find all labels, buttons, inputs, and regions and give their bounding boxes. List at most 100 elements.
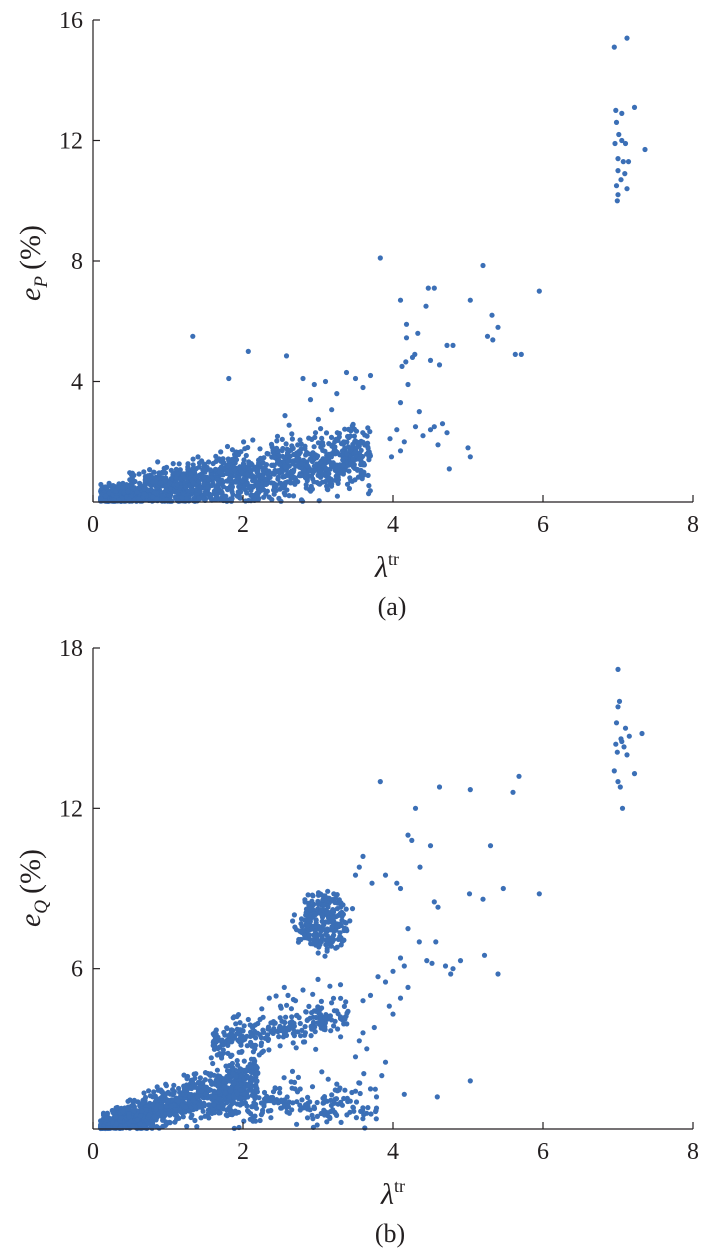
scatter-point	[241, 457, 247, 463]
scatter-point	[338, 469, 344, 476]
scatter-point	[237, 1020, 243, 1026]
y-tick-label: 12	[59, 129, 83, 155]
scatter-point	[340, 462, 346, 468]
scatter-point	[315, 976, 321, 983]
scatter-point	[184, 1076, 190, 1082]
scatter-point	[196, 495, 202, 501]
scatter-point	[299, 1097, 305, 1103]
scatter-point	[188, 1114, 194, 1121]
scatter-point	[622, 140, 629, 147]
scatter-point	[315, 1005, 321, 1011]
scatter-point	[224, 468, 230, 475]
scatter-point	[448, 971, 454, 977]
x-axis-label-sup-b: tr	[394, 1176, 405, 1196]
scatter-point	[334, 430, 340, 436]
scatter-point	[143, 1107, 149, 1113]
scatter-point	[321, 471, 327, 477]
scatter-point	[275, 476, 281, 482]
scatter-point	[283, 1014, 289, 1020]
scatter-point	[297, 449, 303, 455]
scatter-point	[283, 353, 290, 359]
scatter-point	[306, 451, 312, 457]
scatter-point	[334, 391, 340, 397]
scatter-point	[233, 1110, 239, 1116]
scatter-point	[286, 422, 292, 428]
scatter-point	[283, 1032, 290, 1038]
scatter-point	[182, 1104, 189, 1110]
scatter-point	[207, 491, 213, 497]
scatter-point	[291, 1023, 297, 1029]
scatter-point	[290, 461, 296, 467]
scatter-point	[312, 434, 318, 440]
y-tick-label: 18	[59, 636, 83, 662]
scatter-point	[194, 1124, 200, 1130]
scatter-point	[625, 159, 632, 165]
scatter-point	[346, 426, 352, 432]
scatter-point	[248, 487, 254, 493]
scatter-point	[105, 1125, 111, 1131]
scatter-point	[615, 156, 621, 162]
scatter-point	[240, 1028, 246, 1034]
scatter-point	[310, 1116, 316, 1122]
scatter-point	[624, 35, 630, 41]
scatter-point	[285, 992, 291, 999]
scatter-point	[295, 1074, 301, 1080]
scatter-point	[258, 1042, 264, 1048]
scatter-point	[329, 1000, 335, 1006]
scatter-point	[171, 1082, 177, 1088]
scatter-point	[146, 1112, 152, 1118]
y-axis-label-a: eP (%)	[14, 225, 52, 301]
scatter-point	[173, 1112, 179, 1118]
scatter-point	[104, 1110, 110, 1116]
scatter-point	[284, 1094, 290, 1100]
scatter-point	[465, 445, 471, 451]
scatter-point	[334, 892, 340, 898]
scatter-point	[405, 381, 411, 388]
scatter-point	[394, 880, 400, 886]
scatter-point	[276, 1034, 282, 1040]
scatter-point	[314, 1122, 320, 1128]
scatter-point	[212, 1043, 218, 1049]
x-tick-label: 6	[537, 512, 549, 538]
scatter-point	[126, 496, 132, 502]
scatter-point	[327, 466, 333, 472]
scatter-point	[334, 493, 340, 499]
scatter-point	[324, 926, 330, 932]
scatter-point	[159, 493, 165, 499]
scatter-point	[341, 1015, 347, 1021]
scatter-point	[631, 771, 638, 777]
scatter-point	[241, 1076, 247, 1083]
scatter-point	[343, 920, 349, 926]
scatter-point	[317, 1015, 323, 1022]
scatter-point	[341, 937, 347, 943]
scatter-point	[450, 966, 456, 972]
scatter-point	[213, 1038, 219, 1044]
scatter-point	[176, 461, 182, 467]
scatter-point	[416, 939, 422, 945]
scatter-point	[344, 451, 350, 457]
scatter-point	[151, 475, 158, 481]
scatter-point	[289, 1014, 295, 1020]
scatter-point	[205, 1110, 211, 1117]
scatter-point	[278, 498, 284, 504]
scatter-point	[221, 1079, 227, 1085]
scatter-point	[294, 1099, 300, 1105]
scatter-point	[289, 431, 295, 437]
scatter-point	[286, 493, 292, 499]
scatter-point	[224, 1025, 230, 1032]
scatter-point	[255, 467, 261, 474]
scatter-point	[245, 348, 251, 354]
scatter-point	[382, 1059, 389, 1065]
scatter-point	[210, 1060, 216, 1067]
scatter-point	[122, 1122, 128, 1129]
scatter-point	[125, 1106, 131, 1112]
scatter-point	[253, 1035, 259, 1041]
scatter-point	[375, 974, 381, 980]
scatter-point	[149, 1124, 155, 1130]
scatter-point	[286, 447, 292, 454]
scatter-point	[364, 1046, 370, 1052]
scatter-point	[348, 446, 354, 452]
scatter-point	[252, 1022, 258, 1028]
scatter-point	[355, 439, 361, 445]
scatter-point	[126, 1114, 132, 1120]
